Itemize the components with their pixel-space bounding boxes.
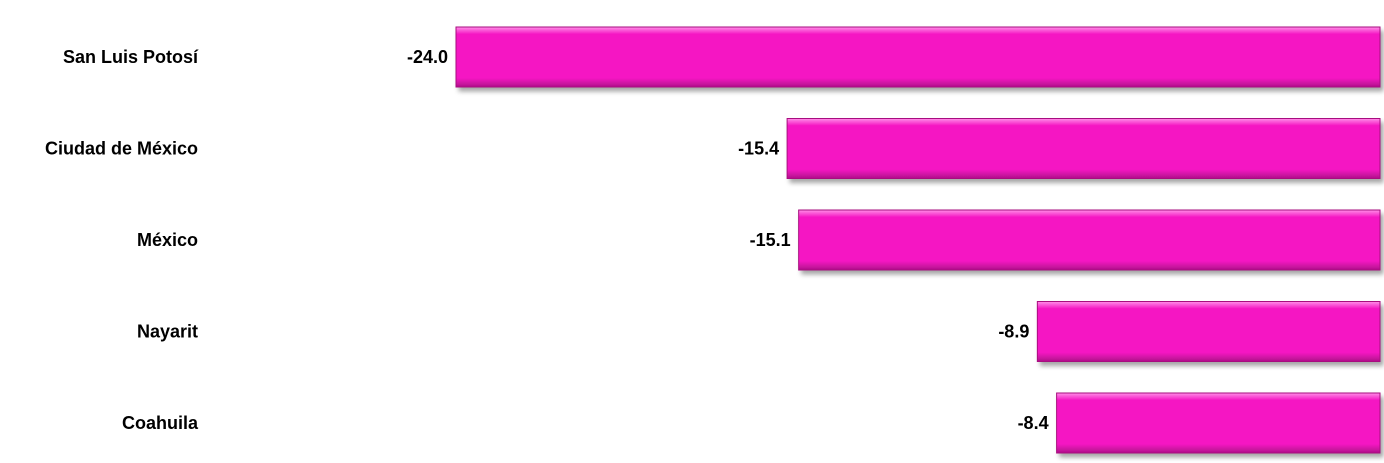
value-label-0: -24.0 [407, 47, 448, 67]
category-label-3: Nayarit [137, 322, 198, 342]
category-label-4: Coahuila [122, 413, 199, 433]
category-label-1: Ciudad de México [45, 139, 198, 159]
bar-0 [455, 26, 1381, 88]
value-label-2: -15.1 [750, 230, 791, 250]
bar-2 [798, 209, 1381, 271]
value-label-3: -8.9 [998, 322, 1029, 342]
value-label-4: -8.4 [1018, 413, 1049, 433]
category-labels: San Luis Potosí Ciudad de México México Nay… [45, 47, 199, 433]
bars [455, 26, 1381, 454]
category-label-2: México [137, 230, 198, 250]
bar-1 [786, 118, 1381, 179]
bar-4 [1056, 392, 1381, 454]
value-labels: -24.0 -15.4 -15.1 -8.9 -8.4 [407, 47, 1049, 433]
category-label-0: San Luis Potosí [63, 47, 199, 67]
bar-3 [1036, 301, 1381, 362]
value-label-1: -15.4 [738, 139, 779, 159]
